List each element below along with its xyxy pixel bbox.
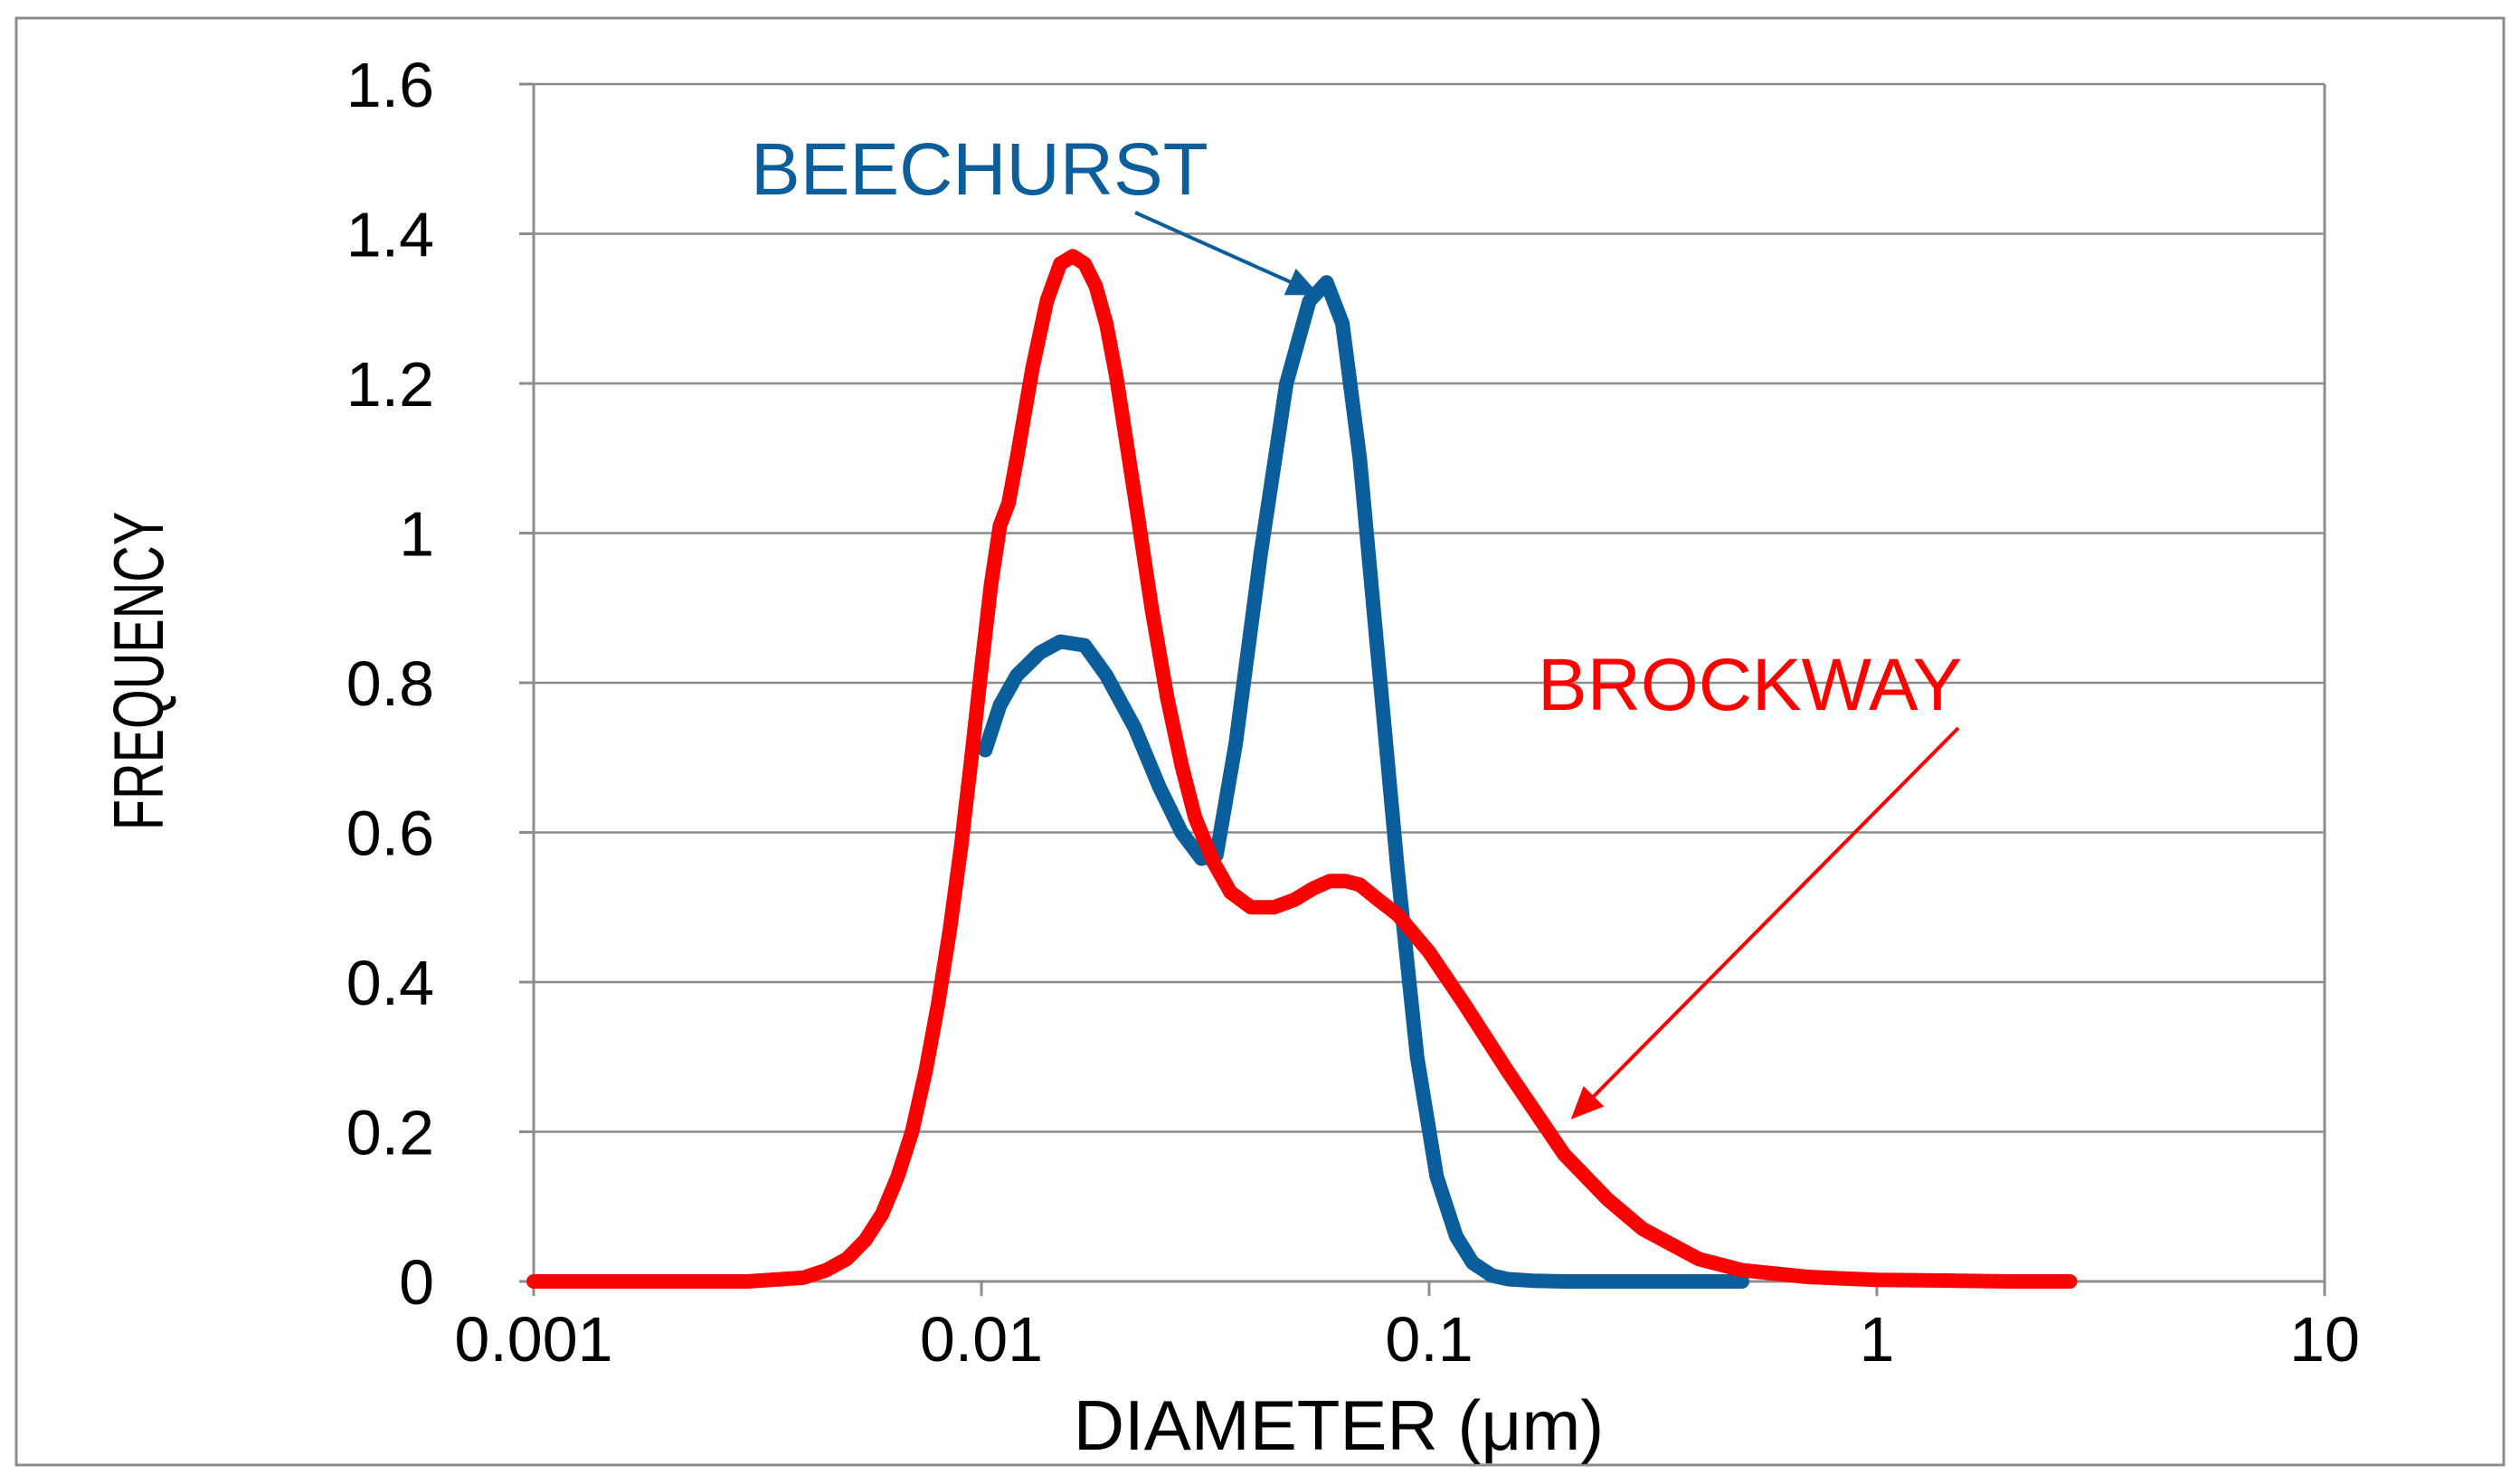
- y-tick-label: 0.4: [346, 948, 434, 1018]
- y-tick-label: 0.8: [346, 648, 434, 719]
- chart-border: [14, 16, 2506, 1467]
- x-tick-label: 10: [2289, 1304, 2360, 1375]
- y-tick-label: 1.2: [346, 349, 434, 420]
- y-tick-label: 0.6: [346, 799, 434, 869]
- annotation-arrow-brockway: [1570, 726, 1960, 1120]
- y-tick-label: 0: [399, 1247, 434, 1318]
- y-tick-label: 1: [399, 499, 434, 570]
- x-tick-label: 0.01: [920, 1304, 1043, 1375]
- x-axis-title: DIAMETER (μm): [1074, 1385, 1605, 1465]
- series-lines: [526, 249, 2078, 1289]
- gridlines: [534, 82, 2325, 1133]
- series-line-brockway: [526, 249, 2078, 1289]
- x-tick-label: 0.001: [454, 1304, 612, 1375]
- y-tick-label: 1.4: [346, 200, 434, 270]
- y-axis: 0 0.2 0.4 0.6 0.8 1 1.2 1.4 1.6: [346, 50, 534, 1318]
- annotation-label-brockway: BROCKWAY: [1538, 644, 1962, 726]
- x-tick-label: 1: [1860, 1304, 1895, 1375]
- x-axis: 0.001 0.01 0.1 1 10: [454, 1281, 2360, 1375]
- annotations: BEECHURST BROCKWAY: [751, 128, 1962, 1120]
- y-axis-title: FREQUENCY: [99, 512, 178, 831]
- annotation-arrow-beechurst: [1134, 211, 1321, 296]
- y-tick-label: 1.6: [346, 50, 434, 120]
- x-tick-label: 0.1: [1385, 1304, 1473, 1375]
- series-line-beechurst: [978, 275, 1749, 1289]
- y-tick-label: 0.2: [346, 1098, 434, 1168]
- annotation-label-beechurst: BEECHURST: [751, 128, 1208, 211]
